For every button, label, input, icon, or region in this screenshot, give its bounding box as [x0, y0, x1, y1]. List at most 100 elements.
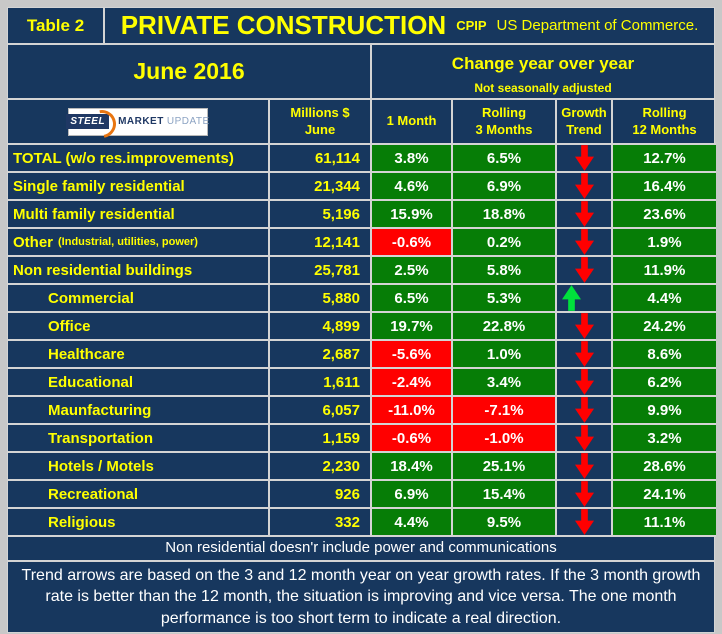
rolling-12-month-change: 24.2%	[613, 313, 716, 341]
rolling-12-month-change: 24.1%	[613, 481, 716, 509]
one-month-change: 3.8%	[372, 145, 453, 173]
row-label: Commercial	[8, 285, 270, 313]
one-month-change: -11.0%	[372, 397, 453, 425]
footnote-non-residential: Non residential doesn'r include power an…	[8, 535, 714, 562]
table-row: Multi family residential 5,196 15.9% 18.…	[8, 201, 716, 229]
growth-trend-cell	[557, 313, 613, 341]
table-row: Office 4,899 19.7% 22.8% 24.2%	[8, 313, 716, 341]
one-month-change: 6.9%	[372, 481, 453, 509]
rolling-3-month-change: -1.0%	[453, 425, 557, 453]
title-row: Table 2 PRIVATE CONSTRUCTION CPIP US Dep…	[8, 8, 714, 45]
rolling-12-month-change: 23.6%	[613, 201, 716, 229]
logo-market-text: MARKET	[118, 116, 164, 127]
private-construction-table: Table 2 PRIVATE CONSTRUCTION CPIP US Dep…	[7, 7, 716, 633]
table-row: Educational 1,611 -2.4% 3.4% 6.2%	[8, 369, 716, 397]
trend-down-icon	[574, 145, 594, 171]
row-label: Religious	[8, 509, 270, 537]
millions-value: 2,230	[270, 453, 372, 481]
growth-trend-cell	[557, 145, 613, 173]
table-row: Maunfacturing 6,057 -11.0% -7.1% 9.9%	[8, 397, 716, 425]
col-header-1-month: 1 Month	[372, 100, 453, 145]
one-month-change: -2.4%	[372, 369, 453, 397]
trend-down-icon	[574, 313, 594, 339]
rolling-3-month-change: 1.0%	[453, 341, 557, 369]
row-label: Non residential buildings	[8, 257, 270, 285]
footnote-trend-arrows: Trend arrows are based on the 3 and 12 m…	[21, 566, 701, 627]
rolling-3-month-change: 22.8%	[453, 313, 557, 341]
logo-cell: STEEL MARKET UPDATE	[8, 100, 270, 145]
table-row: Healthcare 2,687 -5.6% 1.0% 8.6%	[8, 341, 716, 369]
trend-up-icon	[562, 285, 581, 311]
rolling-12-month-change: 11.1%	[613, 509, 716, 537]
trend-down-icon	[574, 481, 594, 507]
millions-value: 1,611	[270, 369, 372, 397]
table-row: Religious 332 4.4% 9.5% 11.1%	[8, 509, 716, 537]
source-label: US Department of Commerce.	[496, 17, 699, 34]
table-row: Transportation 1,159 -0.6% -1.0% 3.2%	[8, 425, 716, 453]
one-month-change: -0.6%	[372, 229, 453, 257]
rolling-12-month-change: 28.6%	[613, 453, 716, 481]
trend-down-icon	[574, 173, 594, 199]
table-row: Hotels / Motels 2,230 18.4% 25.1% 28.6%	[8, 453, 716, 481]
logo-update-text: UPDATE	[166, 116, 210, 127]
col-header-millions: Millions $ June	[270, 100, 372, 145]
rolling-3-month-change: 6.5%	[453, 145, 557, 173]
row-label: Transportation	[8, 425, 270, 453]
one-month-change: -0.6%	[372, 425, 453, 453]
one-month-change: 18.4%	[372, 453, 453, 481]
rolling-3-month-change: -7.1%	[453, 397, 557, 425]
rolling-3-month-change: 25.1%	[453, 453, 557, 481]
growth-trend-cell	[557, 369, 613, 397]
row-label: Office	[8, 313, 270, 341]
rolling-3-month-change: 3.4%	[453, 369, 557, 397]
row-label: Educational	[8, 369, 270, 397]
row-label: TOTAL (w/o res.improvements)	[8, 145, 270, 173]
millions-value: 5,196	[270, 201, 372, 229]
trend-down-icon	[574, 369, 594, 395]
growth-trend-cell	[557, 201, 613, 229]
rolling-12-month-change: 16.4%	[613, 173, 716, 201]
rolling-3-month-change: 18.8%	[453, 201, 557, 229]
millions-value: 5,880	[270, 285, 372, 313]
trend-down-icon	[574, 425, 594, 451]
one-month-change: 19.7%	[372, 313, 453, 341]
steel-market-update-logo: STEEL MARKET UPDATE	[66, 107, 210, 136]
row-label: Maunfacturing	[8, 397, 270, 425]
month-label: June 2016	[8, 45, 372, 100]
row-label: Multi family residential	[8, 201, 270, 229]
row-label: Hotels / Motels	[8, 453, 270, 481]
rolling-3-month-change: 9.5%	[453, 509, 557, 537]
trend-down-icon	[574, 201, 594, 227]
column-header-row: STEEL MARKET UPDATE Millions $ June 1 Mon…	[8, 100, 716, 145]
millions-value: 926	[270, 481, 372, 509]
millions-value: 61,114	[270, 145, 372, 173]
table-row: Recreational 926 6.9% 15.4% 24.1%	[8, 481, 716, 509]
millions-value: 6,057	[270, 397, 372, 425]
rolling-3-month-change: 6.9%	[453, 173, 557, 201]
rolling-3-month-change: 5.8%	[453, 257, 557, 285]
one-month-change: -5.6%	[372, 341, 453, 369]
rolling-12-month-change: 9.9%	[613, 397, 716, 425]
rolling-12-month-change: 3.2%	[613, 425, 716, 453]
col-header-rolling-12-months: Rolling 12 Months	[613, 100, 716, 145]
table-row: TOTAL (w/o res.improvements) 61,114 3.8%…	[8, 145, 716, 173]
one-month-change: 2.5%	[372, 257, 453, 285]
row-label: Single family residential	[8, 173, 270, 201]
col-header-rolling-3-months: Rolling 3 Months	[453, 100, 557, 145]
trend-down-icon	[574, 257, 594, 283]
rolling-12-month-change: 8.6%	[613, 341, 716, 369]
millions-value: 12,141	[270, 229, 372, 257]
change-header-cell: Change year over year Not seasonally adj…	[372, 45, 714, 100]
millions-value: 21,344	[270, 173, 372, 201]
growth-trend-cell	[557, 257, 613, 285]
one-month-change: 6.5%	[372, 285, 453, 313]
cpip-label: CPIP	[456, 18, 487, 33]
one-month-change: 15.9%	[372, 201, 453, 229]
rolling-3-month-change: 0.2%	[453, 229, 557, 257]
rolling-12-month-change: 11.9%	[613, 257, 716, 285]
millions-value: 2,687	[270, 341, 372, 369]
row-label: Other (Industrial, utilities, power)	[8, 229, 270, 257]
table-body: TOTAL (w/o res.improvements) 61,114 3.8%…	[8, 145, 716, 537]
col-header-growth-trend: Growth Trend	[557, 100, 613, 145]
growth-trend-cell	[557, 285, 613, 313]
